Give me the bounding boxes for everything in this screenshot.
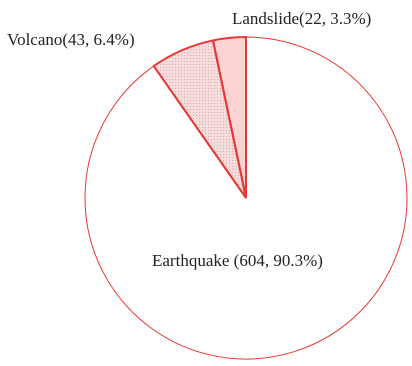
label-volcano: Volcano(43, 6.4%) xyxy=(7,30,135,49)
slice-divider xyxy=(211,40,247,199)
label-landslide: Landslide(22, 3.3%) xyxy=(232,9,371,28)
pie-slices xyxy=(84,35,408,360)
slice-divider xyxy=(152,65,247,199)
label-earthquake: Earthquake (604, 90.3%) xyxy=(152,251,323,270)
